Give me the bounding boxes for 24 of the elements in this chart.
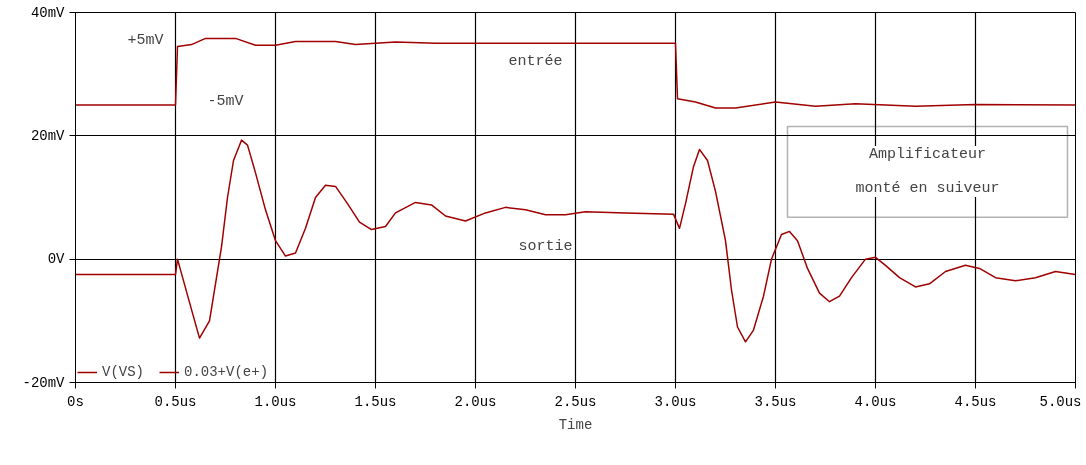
- annotation: sortie: [518, 238, 573, 256]
- annotation: -5mV: [207, 93, 244, 111]
- x-axis-title: Time: [558, 416, 593, 433]
- annotation: Amplificateur monté en suiveur: [855, 146, 1000, 198]
- y-tick-label: 20mV: [30, 127, 66, 144]
- x-tick-label: 2.0us: [454, 393, 497, 410]
- annotation: +5mV: [127, 31, 164, 49]
- x-tick-label: 4.5us: [954, 393, 997, 410]
- x-tick-label: 2.5us: [554, 393, 597, 410]
- x-tick-label: 5.0us: [1039, 393, 1082, 410]
- y-tick-label: -20mV: [22, 374, 66, 391]
- legend-label: 0.03+V(e+): [184, 364, 269, 380]
- line-series: [75, 139, 1076, 343]
- x-tick-label: 0.5us: [154, 393, 197, 410]
- x-tick-label: 3.5us: [754, 393, 797, 410]
- x-tick-label: 4.0us: [854, 393, 897, 410]
- y-tick-label: 40mV: [30, 4, 66, 21]
- x-tick-label: 1.0us: [254, 393, 297, 410]
- annotation: entrée: [508, 53, 563, 71]
- y-tick-label: 0V: [47, 251, 66, 268]
- x-tick-label: 1.5us: [354, 393, 397, 410]
- x-tick-label: 3.0us: [654, 393, 697, 410]
- legend-label: V(VS): [102, 364, 145, 380]
- x-tick-label: 0s: [67, 393, 84, 410]
